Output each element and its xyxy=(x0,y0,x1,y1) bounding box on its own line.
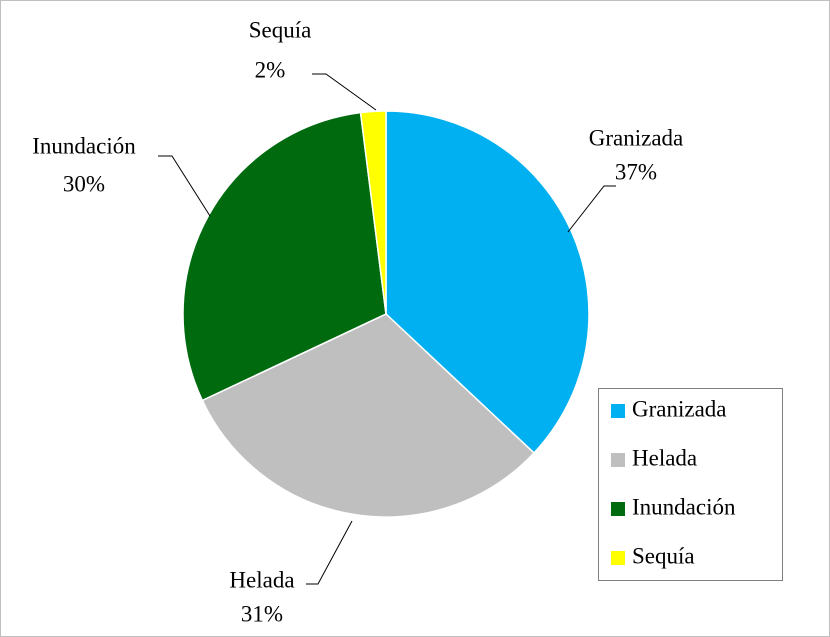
legend-label: Helada xyxy=(632,445,697,470)
leader-line xyxy=(306,520,353,585)
slice-label-name: Helada xyxy=(229,567,294,592)
pie-slice xyxy=(201,313,536,518)
legend-swatch xyxy=(611,502,625,516)
legend-box xyxy=(598,388,783,581)
pie-slice xyxy=(359,110,387,315)
leader-line xyxy=(158,155,211,217)
slice-label-name: Sequía xyxy=(249,17,312,42)
legend-label: Sequía xyxy=(632,543,695,568)
slice-label-value: 31% xyxy=(241,601,283,626)
legend-label: Granizada xyxy=(632,396,727,421)
slice-label-value: 30% xyxy=(63,171,105,196)
leader-line xyxy=(312,73,377,111)
slice-label-value: 2% xyxy=(255,57,286,82)
slice-label-name: Inundación xyxy=(32,133,136,158)
pie-slice xyxy=(182,111,387,402)
pie-slice xyxy=(385,110,590,455)
legend-swatch xyxy=(611,453,625,467)
slice-label-name: Granizada xyxy=(589,125,684,150)
legend-swatch xyxy=(611,551,625,565)
slice-label-value: 37% xyxy=(615,159,657,184)
legend-swatch xyxy=(611,404,625,418)
leader-line xyxy=(567,185,616,233)
legend-label: Inundación xyxy=(632,494,736,519)
